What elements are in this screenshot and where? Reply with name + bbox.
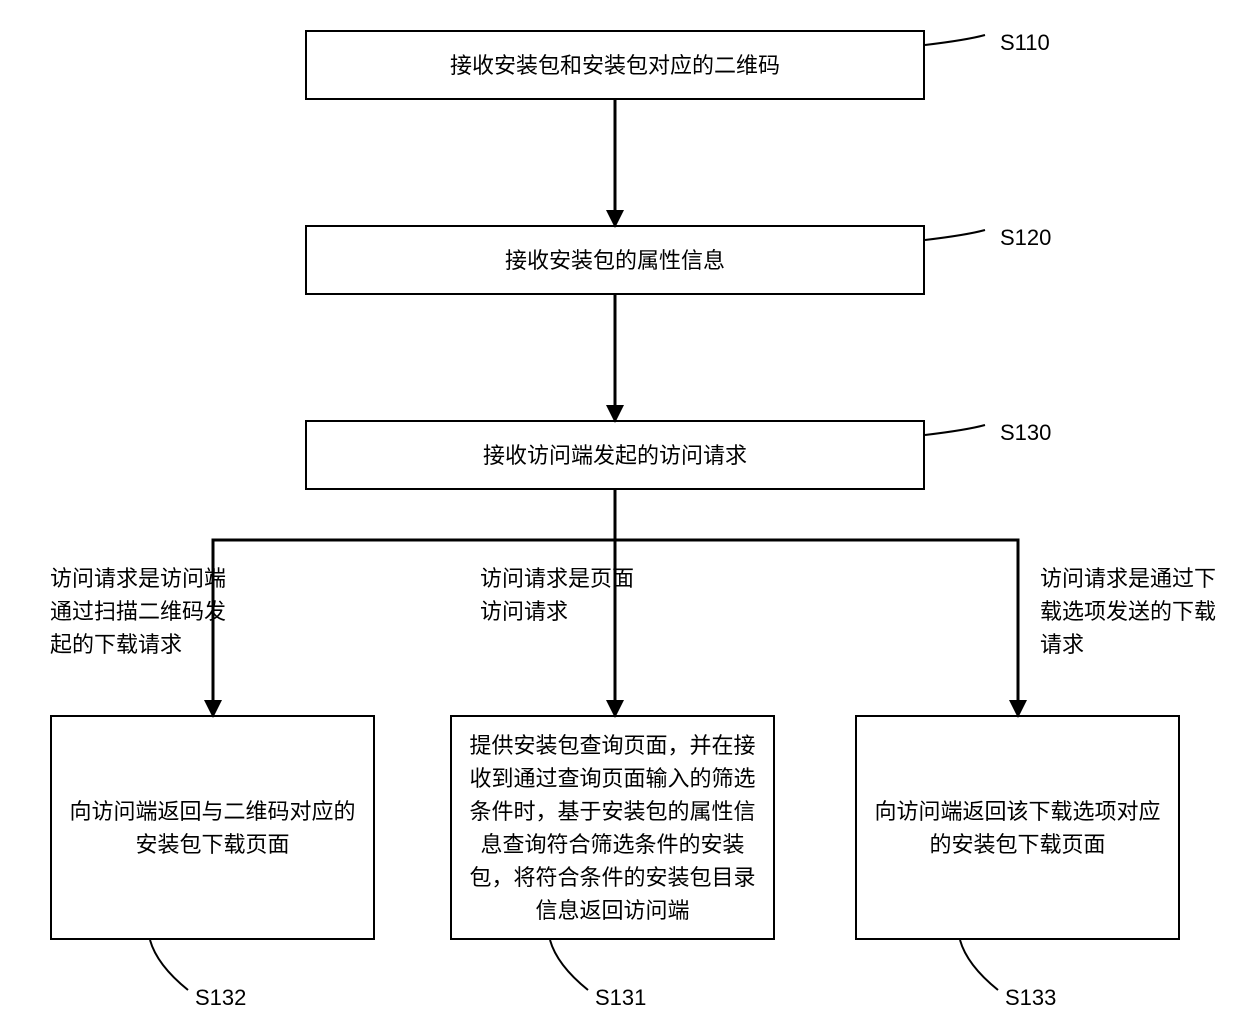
node-text: 向访问端返回与二维码对应的安装包下载页面 — [64, 795, 361, 861]
flowchart-node: 提供安装包查询页面，并在接收到通过查询页面输入的筛选条件时，基于安装包的属性信息… — [450, 715, 775, 940]
leader-line — [550, 940, 588, 990]
step-label: S130 — [1000, 420, 1051, 446]
edge-label: 访问请求是访问端通过扫描二维码发起的下载请求 — [50, 562, 230, 661]
flowchart-node: 接收访问端发起的访问请求 — [305, 420, 925, 490]
node-text: 接收访问端发起的访问请求 — [483, 439, 747, 472]
leader-line — [925, 230, 985, 240]
leader-line — [925, 35, 985, 45]
leader-line — [925, 425, 985, 435]
step-label: S132 — [195, 985, 246, 1011]
edge-label: 访问请求是页面访问请求 — [480, 562, 640, 628]
flowchart-node: 接收安装包和安装包对应的二维码 — [305, 30, 925, 100]
step-label: S133 — [1005, 985, 1056, 1011]
step-label: S131 — [595, 985, 646, 1011]
step-label: S110 — [1000, 30, 1050, 56]
node-text: 接收安装包和安装包对应的二维码 — [450, 49, 780, 82]
edge-label: 访问请求是通过下载选项发送的下载请求 — [1040, 562, 1220, 661]
node-text: 提供安装包查询页面，并在接收到通过查询页面输入的筛选条件时，基于安装包的属性信息… — [464, 729, 761, 927]
flowchart-canvas: 接收安装包和安装包对应的二维码 S110 接收安装包的属性信息 S120 接收访问端发起… — [0, 0, 1240, 1036]
flowchart-node: 向访问端返回该下载选项对应的安装包下载页面 — [855, 715, 1180, 940]
flowchart-node: 接收安装包的属性信息 — [305, 225, 925, 295]
edge — [615, 540, 1018, 715]
flowchart-node: 向访问端返回与二维码对应的安装包下载页面 — [50, 715, 375, 940]
step-label: S120 — [1000, 225, 1051, 251]
node-text: 向访问端返回该下载选项对应的安装包下载页面 — [869, 795, 1166, 861]
node-text: 接收安装包的属性信息 — [505, 244, 725, 277]
leader-line — [960, 940, 998, 990]
leader-line — [150, 940, 188, 990]
